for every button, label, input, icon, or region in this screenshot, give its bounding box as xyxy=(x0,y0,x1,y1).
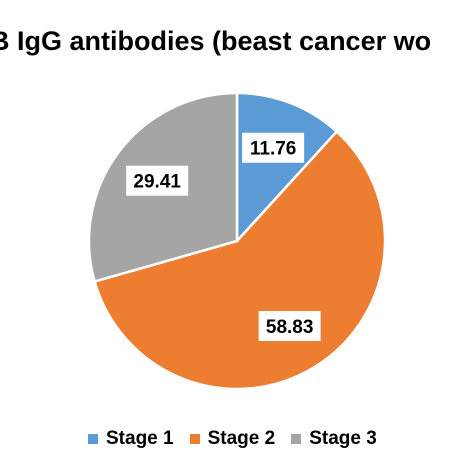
data-label-box-stage-3 xyxy=(126,165,189,196)
data-label-stage-1: 11.76 xyxy=(242,132,305,163)
data-label-box-stage-2 xyxy=(258,311,321,342)
data-label-text-stage-1: 11.76 xyxy=(250,139,297,160)
legend-swatch-stage-1 xyxy=(88,434,98,444)
chart-title: B IgG antibodies (beast cancer wo xyxy=(0,26,432,56)
legend-label-stage-3: Stage 3 xyxy=(309,428,377,449)
data-label-box-stage-1 xyxy=(242,132,305,163)
legend-swatch-stage-2 xyxy=(189,434,200,444)
pie-slice-stage-1 xyxy=(235,91,339,245)
data-label-text-stage-2: 58.83 xyxy=(266,317,314,338)
pie-slices xyxy=(87,91,387,391)
data-label-stage-2: 58.83 xyxy=(258,311,321,342)
data-label-text-stage-3: 29.41 xyxy=(133,172,181,193)
data-label-stage-3: 29.41 xyxy=(126,165,189,196)
chart-legend: Stage 1 Stage 2 Stage 3 xyxy=(88,428,393,450)
legend-label-stage-1: Stage 1 xyxy=(106,428,174,449)
legend-item-stage-1: Stage 1 xyxy=(88,428,174,450)
legend-label-stage-2: Stage 2 xyxy=(207,428,276,449)
legend-item-stage-2: Stage 2 xyxy=(189,428,276,450)
pie-data-labels: 11.76 58.83 29.41 xyxy=(126,132,321,342)
legend-swatch-stage-3 xyxy=(291,434,302,444)
legend-item-stage-3: Stage 3 xyxy=(291,428,377,450)
